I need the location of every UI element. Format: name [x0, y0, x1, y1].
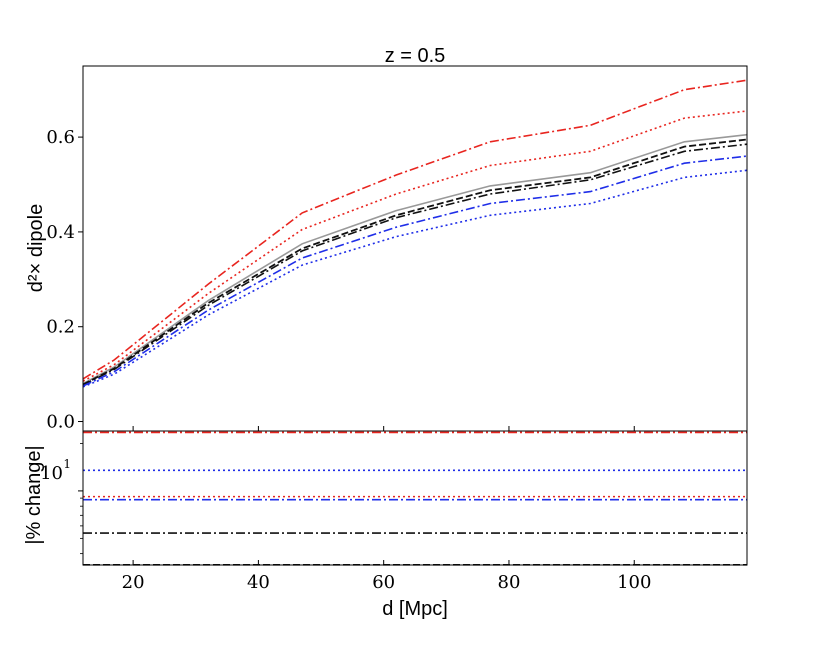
xtick-label: 80 [498, 572, 521, 593]
x-axis-label: d [Mpc] [382, 598, 448, 620]
ytick-exponent: 1 [63, 457, 71, 471]
series-line-blue-dashdot [82, 155, 748, 387]
series-line-blue-dotted [82, 169, 748, 388]
xtick-label: 100 [617, 572, 651, 593]
series-line-black-dashed [82, 138, 748, 386]
bottom-ytick-label: 10 1 [40, 457, 71, 484]
top-ytick-label: 0.6 [46, 127, 75, 148]
bottom-plot-frame [82, 430, 748, 566]
chart-title: z = 0.5 [385, 45, 446, 67]
series-line-gray-solid [82, 133, 748, 385]
series-line-red-dashdot [82, 79, 748, 380]
xtick-label: 20 [122, 572, 145, 593]
top-ytick-label: 0.4 [46, 222, 75, 243]
xtick-label: 40 [247, 572, 270, 593]
ytick-base: 10 [40, 463, 63, 484]
top-plot-frame [82, 65, 748, 432]
series-line-red-dotted [82, 110, 748, 382]
bottom-y-axis-label: |% change| [23, 445, 45, 544]
top-ytick-label: 0.0 [46, 412, 75, 433]
top-ytick-label: 0.2 [46, 317, 75, 338]
top-panel: 0.0 0.2 0.4 0.6 [46, 65, 748, 433]
xtick-label: 60 [372, 572, 395, 593]
bottom-panel: 20 40 60 80 100 [78, 430, 748, 593]
series-line-black-dashdot [82, 143, 748, 386]
top-y-axis-label: d²× dipole [25, 204, 47, 292]
